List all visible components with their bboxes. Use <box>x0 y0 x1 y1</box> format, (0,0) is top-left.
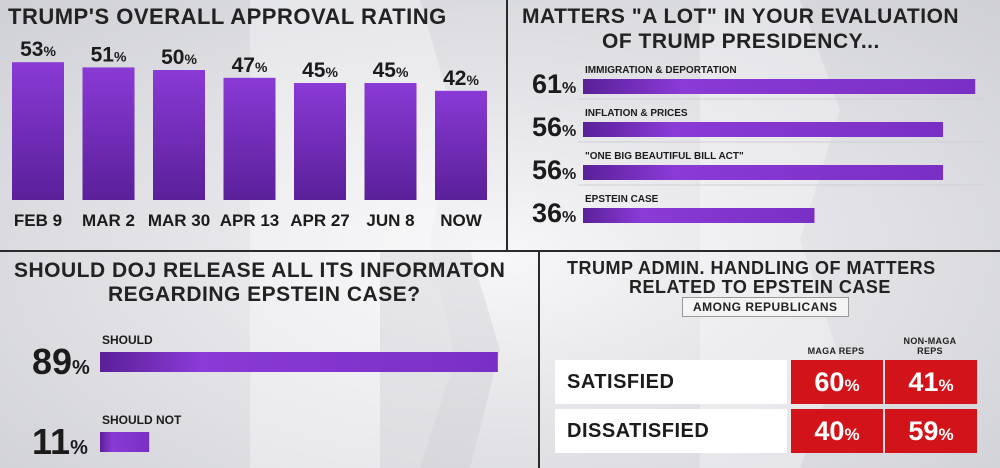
approval-bar-6 <box>435 90 487 200</box>
table-title-line1: TRUMP ADMIN. HANDLING OF MATTERS <box>567 258 936 278</box>
doj-chart: SHOULD 89% SHOULD NOT 11% <box>32 333 498 462</box>
column-header-non-maga: NON-MAGA REPS <box>884 336 976 356</box>
cell-satisfied-maga-unit: % <box>844 376 860 395</box>
approval-category-label-0: FEB 9 <box>14 211 62 230</box>
column-header-maga: MAGA REPS <box>790 346 882 356</box>
cell-dissatisfied-maga-value: 40 <box>814 416 845 446</box>
doj-category-label-1: SHOULD NOT <box>102 413 182 427</box>
approval-bar-3 <box>223 77 276 200</box>
matters-category-label-2: "ONE BIG BEAUTIFUL BILL ACT" <box>585 151 744 162</box>
cell-dissatisfied-non-maga: 59% <box>885 409 977 453</box>
table-row-dissatisfied: DISSATISFIED 40% 59% <box>555 409 980 453</box>
cell-satisfied-non-maga-unit: % <box>938 376 954 395</box>
doj-category-label-0: SHOULD <box>102 333 153 347</box>
cell-dissatisfied-maga: 40% <box>791 409 883 453</box>
approval-value-label-1: 51% <box>91 43 127 66</box>
matters-value-label-3: 36% <box>532 198 576 228</box>
matters-value-label-1: 56% <box>532 112 576 142</box>
vertical-divider-bottom <box>538 252 540 468</box>
matters-value-label-2: 56% <box>532 155 576 185</box>
matters-category-label-0: IMMIGRATION & DEPORTATION <box>585 65 737 76</box>
approval-value-label-6: 42% <box>443 67 479 90</box>
approval-bar-4 <box>294 83 346 200</box>
doj-bar-1 <box>100 432 150 452</box>
doj-bar-0 <box>100 352 498 372</box>
approval-value-label-4: 45% <box>302 59 338 82</box>
approval-value-label-3: 47% <box>232 54 268 77</box>
table-title-line2: RELATED TO EPSTEIN CASE <box>629 277 891 297</box>
approval-category-label-5: JUN 8 <box>366 211 414 230</box>
matters-bar-3 <box>583 208 815 223</box>
matters-bar-0 <box>583 79 976 94</box>
approval-category-label-4: APR 27 <box>290 211 350 230</box>
column-header-non-maga-line2: REPS <box>917 346 943 356</box>
row-label-dissatisfied: DISSATISFIED <box>555 409 787 453</box>
approval-value-label-5: 45% <box>373 59 409 82</box>
matters-bar-1 <box>583 122 944 137</box>
matters-value-label-0: 61% <box>532 69 576 99</box>
table-row-satisfied: SATISFIED 60% 41% <box>555 360 980 404</box>
cell-satisfied-non-maga-value: 41 <box>908 367 939 397</box>
matters-chart-title-line1: MATTERS "A LOT" IN YOUR EVALUATION <box>522 5 960 28</box>
cell-dissatisfied-non-maga-unit: % <box>938 425 954 444</box>
approval-bar-2 <box>153 70 205 200</box>
matters-chart-svg: IMMIGRATION & DEPORTATION 61% INFLATION & … <box>532 65 985 228</box>
satisfaction-table: SATISFIED 60% 41% DISSATISFIED 40% 59% <box>555 360 980 456</box>
row-label-satisfied: SATISFIED <box>555 360 787 404</box>
cell-dissatisfied-non-maga-value: 59 <box>908 416 939 446</box>
approval-value-label-0: 53% <box>20 38 56 61</box>
cell-satisfied-maga-value: 60 <box>814 367 845 397</box>
approval-bar-0 <box>12 62 64 201</box>
matters-bar-2 <box>583 165 944 180</box>
column-header-maga-text: MAGA REPS <box>807 346 865 356</box>
approval-category-label-3: APR 13 <box>220 211 280 230</box>
horizontal-divider <box>0 250 1000 252</box>
vertical-divider-top <box>506 0 508 250</box>
matters-category-label-3: EPSTEIN CASE <box>585 194 659 205</box>
doj-value-label-0: 89% <box>32 341 90 382</box>
approval-chart-title: TRUMP'S OVERALL APPROVAL RATING <box>8 4 447 29</box>
matters-chart-title-line2: OF TRUMP PRESIDENCY... <box>602 30 880 53</box>
subgroup-badge: AMONG REPUBLICANS <box>682 297 849 317</box>
column-header-non-maga-line1: NON-MAGA <box>903 336 957 346</box>
cell-satisfied-maga: 60% <box>791 360 883 404</box>
approval-value-label-2: 50% <box>161 46 197 69</box>
approval-bar-1 <box>82 67 135 201</box>
cell-dissatisfied-maga-unit: % <box>844 425 860 444</box>
approval-chart: 53% FEB 9 51% MAR 2 50% MAR 30 47% APR 13 45% APR… <box>0 0 506 250</box>
approval-category-label-2: MAR 30 <box>148 211 210 230</box>
doj-chart-svg: SHOULD 89% SHOULD NOT 11% <box>32 333 498 462</box>
doj-chart-title-line2: REGARDING EPSTEIN CASE? <box>108 283 421 306</box>
cell-satisfied-non-maga: 41% <box>885 360 977 404</box>
approval-bar-5 <box>364 83 417 200</box>
doj-value-label-1: 11% <box>32 421 88 462</box>
approval-category-label-1: MAR 2 <box>82 211 135 230</box>
approval-category-label-6: NOW <box>440 211 483 230</box>
doj-chart-title-line1: SHOULD DOJ RELEASE ALL ITS INFORMATON <box>14 259 506 282</box>
matters-chart: IMMIGRATION & DEPORTATION 61% INFLATION & … <box>532 65 985 228</box>
matters-category-label-1: INFLATION & PRICES <box>585 108 688 119</box>
approval-chart-svg: 53% FEB 9 51% MAR 2 50% MAR 30 47% APR 13 45% APR… <box>12 38 487 230</box>
